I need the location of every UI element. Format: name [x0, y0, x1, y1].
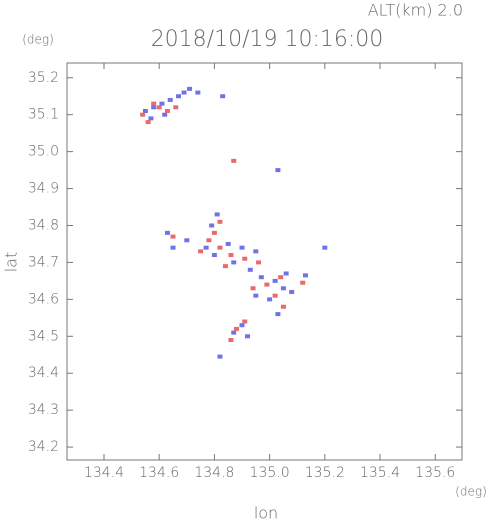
echo-point: [164, 230, 170, 235]
echo-point: [211, 253, 217, 258]
echo-point: [239, 323, 245, 328]
y-tick-label: 34.8: [28, 217, 59, 233]
echo-point: [140, 112, 146, 117]
y-unit: (deg): [22, 33, 54, 47]
echo-point: [280, 304, 286, 309]
echo-point: [253, 249, 259, 254]
echo-point: [151, 105, 157, 110]
echo-point: [242, 256, 248, 261]
echo-point: [220, 94, 226, 99]
echo-point: [264, 282, 270, 287]
x-tick-label: 135.4: [360, 465, 400, 481]
plot-frame: [66, 62, 463, 461]
x-tick-label: 135.6: [415, 465, 455, 481]
y-tick-label: 34.5: [28, 328, 59, 344]
x-tick-label: 134.6: [139, 465, 179, 481]
y-tick-label: 34.2: [28, 439, 59, 455]
echo-point: [217, 219, 223, 224]
echo-point: [170, 234, 176, 239]
y-tick-label: 35.2: [28, 70, 59, 86]
echo-point: [167, 97, 173, 102]
echo-point: [278, 275, 284, 280]
echo-point: [239, 245, 245, 250]
echo-point: [170, 245, 176, 250]
echo-point: [156, 105, 162, 110]
chart-title: 2018/10/19 10:16:00: [151, 27, 384, 52]
echo-point: [275, 168, 281, 173]
y-tick-label: 34.7: [28, 254, 59, 270]
echo-point: [228, 253, 234, 258]
echo-point: [256, 260, 262, 265]
echo-point: [275, 312, 281, 317]
y-axis-label: lat: [2, 252, 21, 273]
echo-point: [283, 271, 289, 276]
echo-point: [231, 158, 237, 163]
echo-point: [231, 330, 237, 335]
echo-point: [151, 101, 157, 106]
x-axis-label: lon: [254, 504, 278, 521]
x-tick-label: 135.0: [250, 465, 290, 481]
echo-point: [217, 245, 223, 250]
echo-point: [250, 286, 256, 291]
x-tick-label: 135.2: [305, 465, 345, 481]
x-tick-label: 134.8: [194, 465, 234, 481]
echo-point: [181, 90, 187, 95]
echo-point: [195, 90, 201, 95]
y-tick-label: 34.4: [28, 365, 59, 381]
echo-point: [145, 120, 151, 125]
y-tick-label: 34.6: [28, 291, 59, 307]
echo-point: [302, 273, 308, 278]
x-unit: (deg): [455, 485, 487, 499]
echo-point: [267, 297, 273, 302]
y-tick-label: 35.1: [28, 107, 59, 123]
echo-point: [247, 267, 253, 272]
echo-point: [173, 105, 179, 110]
echo-point: [300, 280, 306, 285]
echo-point: [176, 94, 182, 99]
echo-point: [225, 241, 231, 246]
echo-point: [272, 278, 278, 283]
echo-point: [242, 319, 248, 324]
echo-point: [203, 245, 209, 250]
annotation: ALT(km) 2.0: [368, 1, 463, 20]
echo-point: [211, 230, 217, 235]
echo-point: [164, 109, 170, 114]
echo-point: [272, 293, 278, 298]
echo-point: [228, 337, 234, 342]
echo-point: [258, 275, 264, 280]
echo-point: [289, 289, 295, 294]
x-tick-label: 134.4: [84, 465, 124, 481]
echo-point: [206, 238, 212, 243]
y-tick-label: 34.3: [28, 402, 59, 418]
echo-point: [142, 109, 148, 114]
echo-point: [187, 86, 193, 91]
echo-point: [148, 116, 154, 121]
echo-point: [322, 245, 328, 250]
echo-point: [217, 354, 223, 359]
y-tick-label: 35.0: [28, 144, 59, 160]
echo-point: [184, 238, 190, 243]
echo-point: [231, 260, 237, 265]
echo-point: [233, 326, 239, 331]
echo-point: [198, 249, 204, 254]
echo-point: [209, 223, 215, 228]
echo-point: [162, 112, 168, 117]
echo-point: [280, 286, 286, 291]
y-tick-label: 34.9: [28, 181, 59, 197]
echo-point: [253, 293, 259, 298]
echo-point: [214, 212, 220, 217]
echo-point: [245, 334, 251, 339]
echo-point: [222, 264, 228, 269]
echo-point: [159, 101, 165, 106]
